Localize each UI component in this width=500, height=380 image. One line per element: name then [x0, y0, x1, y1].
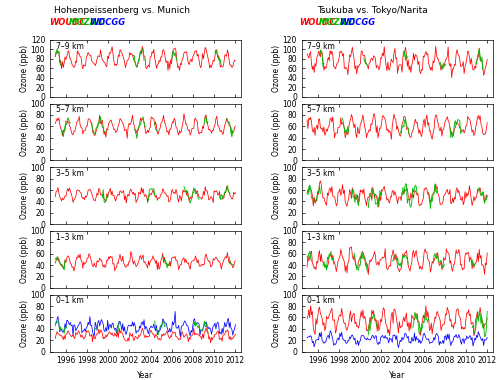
Y-axis label: Ozone (ppb): Ozone (ppb) — [272, 299, 281, 347]
Text: 0–1 km: 0–1 km — [56, 296, 84, 306]
Text: MOZAIC: MOZAIC — [69, 18, 106, 27]
Y-axis label: Ozone (ppb): Ozone (ppb) — [20, 108, 29, 155]
Y-axis label: Ozone (ppb): Ozone (ppb) — [272, 108, 281, 155]
Y-axis label: Ozone (ppb): Ozone (ppb) — [272, 172, 281, 219]
Text: WOUDC: WOUDC — [50, 18, 86, 27]
Text: MOZAIC: MOZAIC — [319, 18, 356, 27]
X-axis label: Year: Year — [389, 371, 406, 380]
Text: 5–7 km: 5–7 km — [308, 105, 336, 114]
Text: Hohenpeissenberg vs. Munich: Hohenpeissenberg vs. Munich — [54, 6, 190, 15]
Text: WDCGG: WDCGG — [340, 18, 376, 27]
Text: 0–1 km: 0–1 km — [308, 296, 335, 306]
Text: 1–3 km: 1–3 km — [56, 233, 84, 242]
Text: Tsukuba vs. Tokyo/Narita: Tsukuba vs. Tokyo/Narita — [317, 6, 428, 15]
Y-axis label: Ozone (ppb): Ozone (ppb) — [272, 236, 281, 283]
X-axis label: Year: Year — [137, 371, 154, 380]
Y-axis label: Ozone (ppb): Ozone (ppb) — [272, 45, 281, 92]
Text: 7–9 km: 7–9 km — [308, 41, 336, 51]
Text: WOUDC: WOUDC — [300, 18, 336, 27]
Y-axis label: Ozone (ppb): Ozone (ppb) — [20, 299, 29, 347]
Y-axis label: Ozone (ppb): Ozone (ppb) — [20, 172, 29, 219]
Text: 5–7 km: 5–7 km — [56, 105, 84, 114]
Text: 3–5 km: 3–5 km — [308, 169, 336, 178]
Text: 7–9 km: 7–9 km — [56, 41, 84, 51]
Y-axis label: Ozone (ppb): Ozone (ppb) — [20, 45, 29, 92]
Text: 1–3 km: 1–3 km — [308, 233, 335, 242]
Text: WDCGG: WDCGG — [90, 18, 126, 27]
Y-axis label: Ozone (ppb): Ozone (ppb) — [20, 236, 29, 283]
Text: 3–5 km: 3–5 km — [56, 169, 84, 178]
